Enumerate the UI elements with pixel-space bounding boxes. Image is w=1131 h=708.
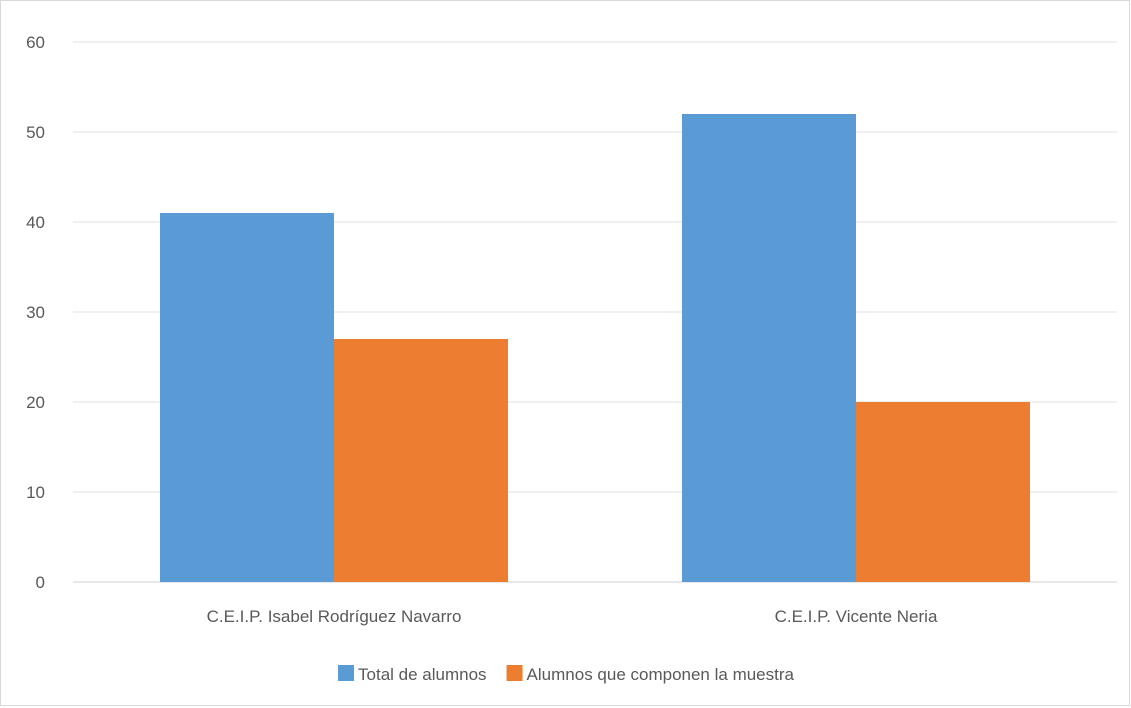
legend-label: Alumnos que componen la muestra [527,665,795,684]
bar-alumnos-muestra [856,402,1030,582]
bar-total-de-alumnos [160,213,334,582]
legend-label: Total de alumnos [358,665,487,684]
legend-items: Total de alumnos Alumnos que componen la … [338,665,795,684]
x-category-label: C.E.I.P. Isabel Rodríguez Navarro [207,607,462,626]
bars [160,114,1030,582]
y-axis: 0 10 20 30 40 50 60 [26,33,45,592]
bar-alumnos-muestra [334,339,508,582]
y-tick-label: 0 [36,573,45,592]
legend-swatch [506,665,523,681]
y-tick-label: 10 [26,483,45,502]
x-category-label: C.E.I.P. Vicente Neria [775,607,938,626]
y-tick-label: 20 [26,393,45,412]
y-tick-label: 50 [26,123,45,142]
y-tick-label: 40 [26,213,45,232]
legend-swatch [338,665,355,681]
y-tick-label: 60 [26,33,45,52]
y-tick-label: 30 [26,303,45,322]
bar-total-de-alumnos [682,114,856,582]
x-axis: C.E.I.P. Isabel Rodríguez Navarro C.E.I.P… [207,607,938,626]
legend: Total de alumnos Alumnos que componen la … [338,665,795,684]
